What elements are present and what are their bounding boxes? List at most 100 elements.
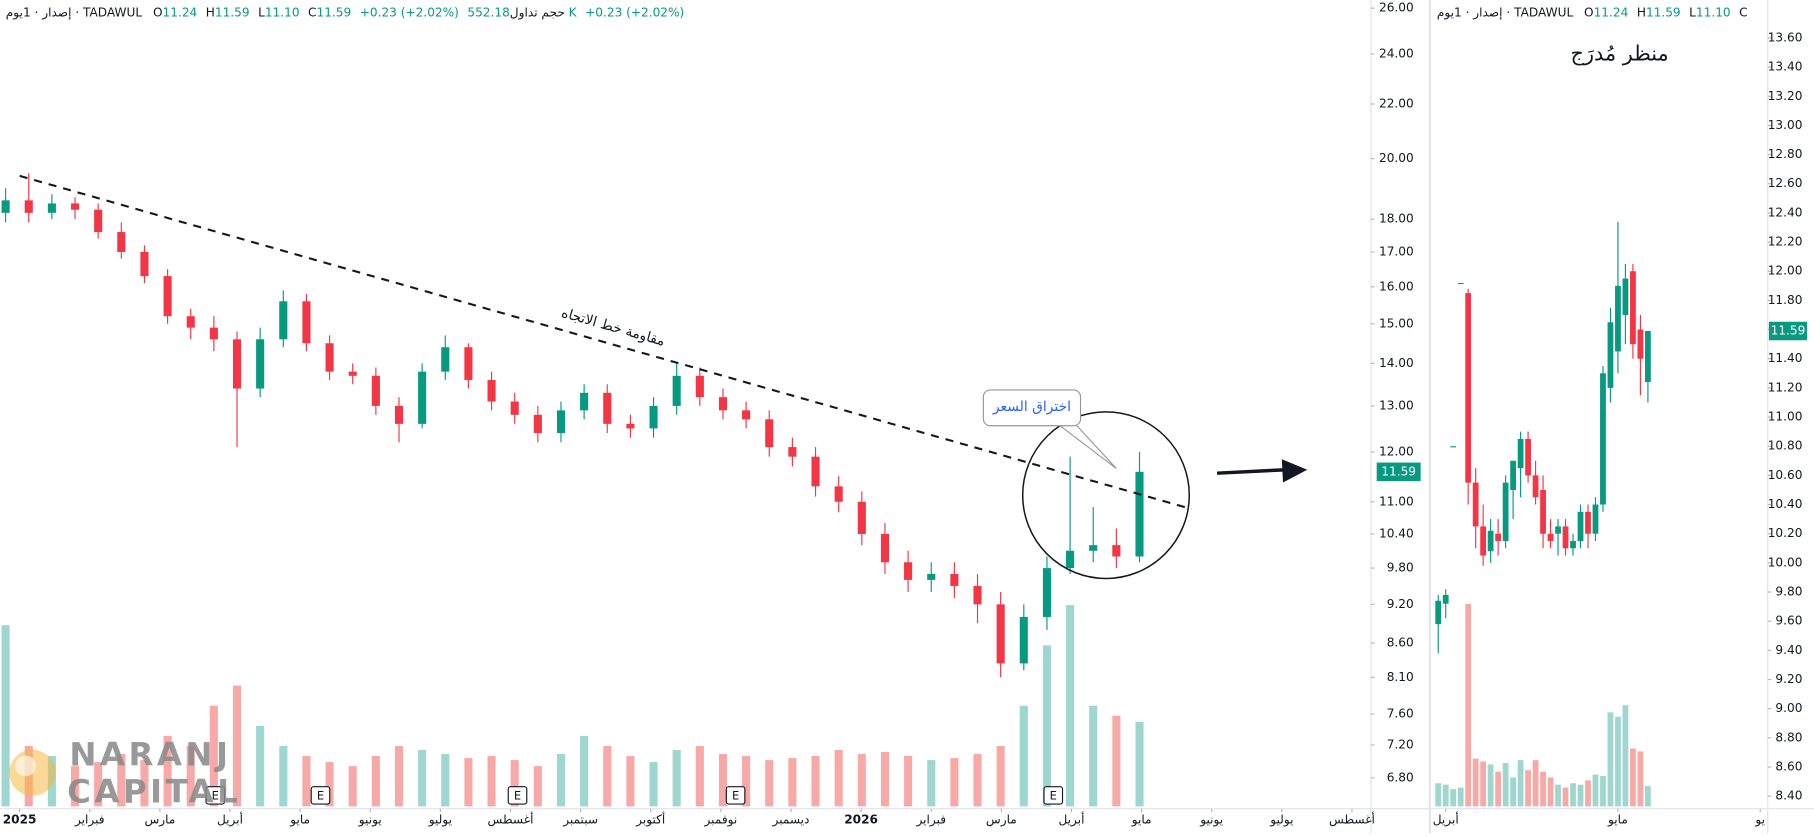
candle-body <box>1112 545 1121 557</box>
y-tick-label: 12.60 <box>1768 176 1803 190</box>
volume-bar <box>163 735 172 807</box>
event-marker <box>310 786 331 805</box>
candle-body <box>1465 293 1472 483</box>
y-tick-label: 12.00 <box>1768 264 1803 278</box>
volume-bar <box>1019 705 1028 807</box>
x-tick-label: مايو <box>289 813 310 828</box>
x-tick-label: مارس <box>144 813 175 828</box>
key: L <box>258 5 265 19</box>
key: O <box>1584 5 1594 19</box>
highlight-circle <box>1021 411 1191 580</box>
candle-body <box>1525 438 1531 476</box>
y-tick-label: 9.80 <box>1775 585 1802 599</box>
candle-body <box>857 501 866 534</box>
legend-header: إصدار · 1يوم · TADAWUL O11.24 H11.59 L11… <box>1437 5 1782 20</box>
volume-bar <box>325 762 334 807</box>
candle-body <box>1517 438 1524 469</box>
volume-bar <box>1585 780 1591 807</box>
y-tick-label: 8.80 <box>1775 730 1802 744</box>
volume-bar <box>1465 603 1472 807</box>
candle-body <box>1457 282 1464 285</box>
volume-bar <box>996 745 1005 807</box>
candle-body <box>1450 446 1457 448</box>
y-tick-label: 12.00 <box>1379 444 1414 458</box>
event-marker <box>205 786 226 805</box>
y-tick-label: 7.60 <box>1387 706 1414 720</box>
y-tick-label: 15.00 <box>1379 316 1414 330</box>
y-tick-label: 8.40 <box>1775 789 1802 803</box>
volume-bar <box>1042 645 1051 807</box>
value: 11.10 <box>265 5 300 19</box>
volume-bar <box>302 756 311 807</box>
candle-body <box>718 397 728 411</box>
volume-bar <box>857 754 866 807</box>
x-tick-label: فبراير <box>74 813 105 828</box>
x-tick-label: يوليو <box>428 813 452 828</box>
candle-body <box>394 405 404 424</box>
volume-bar <box>1450 789 1457 807</box>
candle-body <box>880 533 890 563</box>
y-tick-label: 13.00 <box>1768 118 1803 132</box>
callout-pointer <box>1058 424 1117 470</box>
candle-body <box>371 375 380 406</box>
key: H <box>1637 5 1646 19</box>
y-tick-label: 8.60 <box>1775 760 1802 774</box>
candle-body <box>1510 460 1516 490</box>
candle-body <box>765 419 774 448</box>
volume-bar <box>1532 760 1539 807</box>
change: +0.23 (+2.02%) <box>585 5 684 19</box>
value: 11.10 <box>1696 5 1731 19</box>
volume-bar <box>1457 787 1464 807</box>
volume-bar <box>1525 770 1531 807</box>
volume-bar <box>580 735 589 807</box>
event-label: E <box>732 788 739 802</box>
volume-bar <box>626 756 635 807</box>
volume-bar <box>1135 721 1144 807</box>
candle-body <box>1042 568 1051 617</box>
volume-bar <box>1510 777 1516 807</box>
volume-bar <box>811 756 820 807</box>
key: C <box>308 5 316 19</box>
candle-body <box>1435 600 1442 625</box>
volume-bar <box>649 762 658 807</box>
arrow-shaft <box>1216 467 1287 475</box>
y-tick-label: 10.40 <box>1379 526 1414 540</box>
x-tick-label: سبتمبر <box>562 813 598 828</box>
volume-bar <box>1089 705 1098 807</box>
candle-body <box>94 209 103 233</box>
volume-bar <box>279 745 288 807</box>
candle-body <box>418 371 427 424</box>
volume-bar <box>510 760 519 807</box>
volume-bar <box>1066 605 1075 807</box>
x-tick-label: يونيو <box>358 813 382 828</box>
candle-body <box>1555 526 1561 534</box>
volume-bar <box>1442 784 1449 807</box>
candle-body <box>973 585 982 605</box>
candle-body <box>348 371 357 376</box>
volume-bar <box>441 754 450 807</box>
candle-body <box>1066 550 1075 569</box>
x-tick-label: ديسمبر <box>772 813 810 828</box>
event-marker <box>725 786 746 805</box>
callout-text: اختراق السعر <box>992 399 1071 415</box>
volume-bar <box>973 754 982 807</box>
candle-body <box>1637 329 1644 359</box>
event-marker <box>1043 786 1064 805</box>
value: 11.24 <box>1594 5 1629 19</box>
key: H <box>206 5 215 19</box>
value: 11.59 <box>317 5 352 19</box>
symbol: إصدار · 1يوم · TADAWUL <box>6 5 143 20</box>
y-tick-label: 18.00 <box>1379 212 1414 226</box>
volume-bar <box>256 725 265 807</box>
change: +0.23 (+2.02%) <box>360 5 459 19</box>
volume-bar <box>1577 784 1584 807</box>
event-label: E <box>212 788 219 802</box>
candle-body <box>1472 482 1479 527</box>
last-price-tag <box>1768 321 1808 341</box>
volume-bar <box>1637 751 1644 807</box>
candle-body <box>1135 471 1144 557</box>
candle-body <box>695 375 704 398</box>
volume-bar <box>603 745 612 807</box>
candle-body <box>1480 526 1487 556</box>
volume-bar <box>533 766 542 807</box>
